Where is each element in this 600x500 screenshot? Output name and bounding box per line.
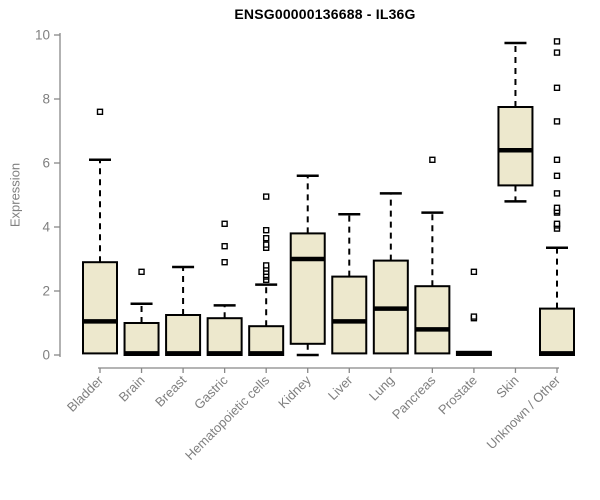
box-iqr [539,307,575,357]
outlier-point [429,156,436,164]
outlier-point [138,268,145,275]
outlier-point [221,259,228,266]
outlier-point [262,193,270,200]
box-group-skin: Skin [493,41,534,401]
outlier-point [553,190,561,197]
box-iqr [289,232,326,345]
box-iqr [82,261,118,355]
box-group-lung: Lung [366,192,409,404]
box-iqr [165,314,202,356]
x-tick-label: Liver [325,372,356,403]
x-tick-label: Pancreas [389,372,439,422]
y-tick-label: 0 [42,348,50,363]
x-tick-label: Unknown / Other [484,372,564,452]
outlier-point [553,204,561,212]
outlier-point [553,156,561,164]
x-tick-label: Breast [152,372,189,409]
box-group-liver: Liver [325,212,368,403]
y-tick-label: 10 [35,28,50,43]
x-tick-label: Kidney [275,372,314,411]
chart-title: ENSG00000136688 - IL36G [234,6,416,22]
outlier-point [553,84,561,92]
x-tick-label: Lung [366,373,397,404]
x-tick-label: Bladder [64,372,107,415]
box-iqr [497,106,534,187]
outlier-point [262,241,270,248]
x-tick-label: Brain [116,373,148,405]
x-tick-label: Prostate [435,373,480,418]
box-iqr [331,275,368,355]
outlier-point [553,49,561,56]
y-tick-label: 6 [42,156,50,171]
y-tick-label: 8 [42,92,50,107]
outlier-point [221,220,228,228]
outlier-point [553,220,561,228]
box-group-kidney: Kidney [275,174,326,411]
outlier-point [221,242,228,250]
x-tick-label: Skin [493,373,521,401]
outlier-point [553,172,561,180]
y-tick-label: 2 [42,284,50,299]
outlier-point [262,262,270,269]
box-iqr [414,285,451,355]
x-tick-label: Gastric [191,372,231,412]
outlier-point [470,313,478,320]
box-iqr [123,322,160,356]
box-group-bladder: Bladder [64,108,118,415]
y-tick-label: 4 [42,220,50,235]
box-iqr [206,317,243,357]
outlier-point [262,234,270,242]
box-iqr [248,325,285,357]
box-group-brain: Brain [116,268,160,405]
outlier-point [262,226,270,234]
outlier-point [96,108,104,116]
outlier-point [553,38,561,45]
outlier-point [553,118,561,125]
outlier-point [470,268,478,275]
